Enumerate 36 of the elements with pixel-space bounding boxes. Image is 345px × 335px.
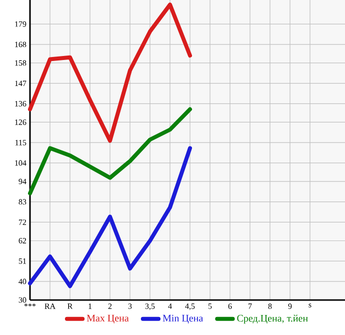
x-tick-label: 5 [208, 304, 212, 309]
x-tick-label: *** [24, 304, 36, 306]
legend-label: Max Цена [86, 314, 129, 324]
x-tick-label: 7 [248, 304, 252, 309]
y-tick-label: 30 [18, 297, 26, 303]
y-tick-label: 104 [15, 160, 26, 166]
y-tick-label: 168 [15, 42, 26, 48]
y-tick-label: 83 [18, 199, 26, 205]
y-tick-label: 136 [15, 101, 26, 106]
x-tick-label: 4,5 [185, 304, 195, 310]
y-tick-label: 115 [15, 140, 26, 146]
x-tick-label: 3,5 [145, 304, 155, 310]
y-tick-label: 62 [18, 238, 26, 244]
y-tick-label: 40 [18, 278, 26, 284]
y-tick-label: 126 [15, 120, 26, 125]
legend-label: Min Цена [162, 314, 203, 324]
x-tick-label: RA [44, 304, 56, 309]
y-tick-label: 51 [18, 258, 26, 264]
x-tick-label: 2 [108, 304, 112, 309]
y-tick-label: 158 [15, 60, 26, 66]
y-tick-label: 147 [15, 80, 26, 86]
legend-label: Сред.Цена, т.йен [237, 314, 308, 324]
x-tick-label: 8 [268, 304, 272, 309]
x-tick-label: 9 [288, 304, 292, 309]
y-tick-label: 72 [19, 220, 26, 225]
line-series [28, 2, 192, 143]
x-tick-label: 6 [228, 304, 232, 309]
x-tick-label: 4 [168, 304, 172, 309]
y-tick-label: 179 [15, 21, 26, 27]
y-tick-label: 94 [18, 178, 26, 184]
x-tick-label: R [68, 304, 73, 309]
x-tick-label: s [308, 304, 312, 308]
x-tick-label: 3 [128, 304, 132, 309]
line-series [28, 107, 192, 196]
line-series [28, 146, 192, 288]
x-tick-label: 1 [88, 304, 92, 309]
